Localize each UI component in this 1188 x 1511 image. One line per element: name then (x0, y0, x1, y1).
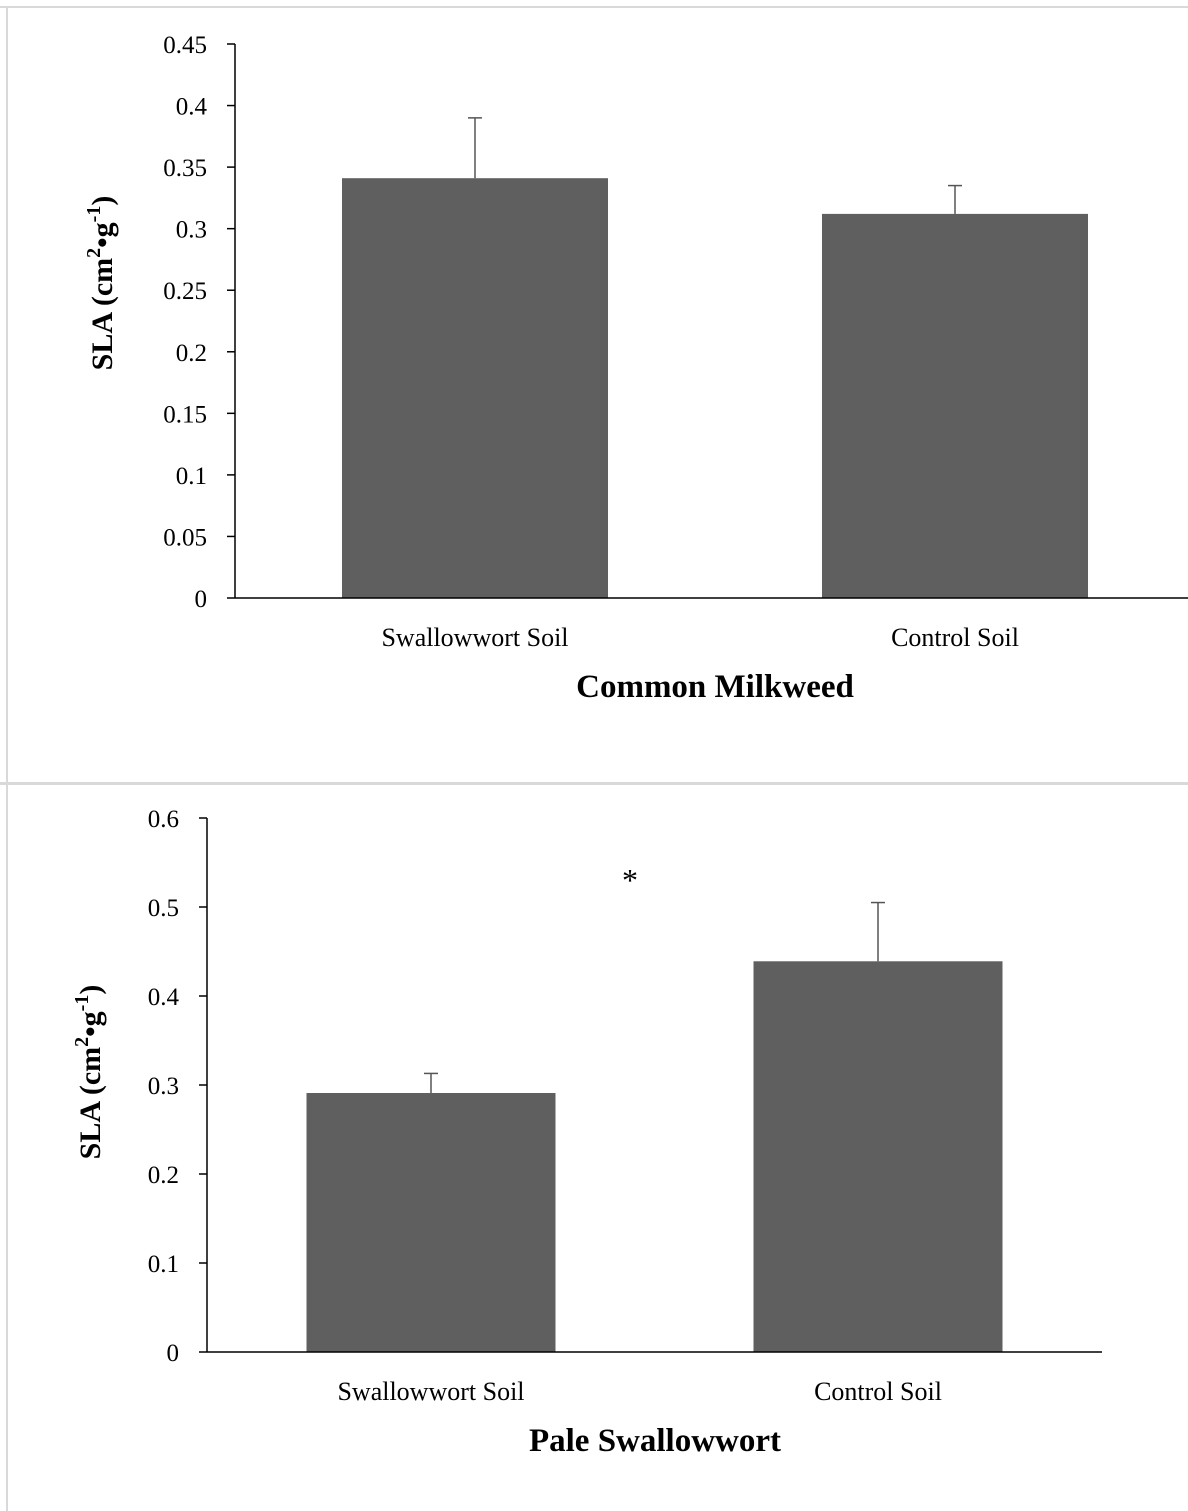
significance-asterisk: * (622, 862, 638, 898)
bar-2 (822, 213, 1088, 599)
y-tick-label: 0.15 (163, 401, 207, 428)
x-category-label: Control Soil (891, 623, 1019, 652)
x-axis-title: Common Milkweed (576, 669, 854, 705)
x-category-label: Swallowwort Soil (381, 623, 568, 652)
y-tick-label: 0.4 (176, 94, 208, 121)
y-tick-label: 0.5 (148, 895, 179, 922)
bar-1 (306, 1093, 556, 1352)
y-tick-label: 0.35 (163, 155, 207, 182)
y-tick-label: 0 (195, 586, 208, 613)
chart-panel-2: 0 0.1 0.2 0.3 0.4 0.5 0.6 Swallowwort Soil Contr… (71, 806, 1102, 1459)
y-tick-label: 0.45 (163, 32, 207, 59)
x-category-label: Swallowwort Soil (337, 1377, 524, 1406)
y-tick-label: 0.2 (148, 1162, 179, 1189)
y-axis-title: SLA (cm2•g-1) (83, 196, 119, 371)
y-tick-label: 0.05 (163, 524, 207, 551)
chart-panel-1: 0 0.05 0.1 0.15 0.2 0.25 0.3 0.35 0.4 0.45 Swallow… (83, 32, 1188, 705)
y-tick-label: 0.4 (148, 984, 180, 1011)
y-tick-label: 0.25 (163, 278, 207, 305)
y-axis-title: SLA (cm2•g-1) (71, 985, 107, 1160)
panel-left-border (6, 6, 8, 1511)
panel-top-border (0, 6, 1188, 8)
y-tick-label: 0 (167, 1340, 180, 1367)
y-tick-label: 0.6 (148, 806, 179, 833)
x-axis-title: Pale Swallowwort (529, 1423, 781, 1459)
y-tick-label: 0.3 (176, 217, 207, 244)
y-tick-label: 0.2 (176, 340, 207, 367)
panel-divider (0, 782, 1188, 785)
x-category-label: Control Soil (814, 1377, 942, 1406)
y-tick-label: 0.1 (176, 463, 207, 490)
y-tick-label: 0.3 (148, 1073, 179, 1100)
bar-1 (342, 178, 608, 599)
bar-2 (753, 961, 1003, 1352)
y-tick-label: 0.1 (148, 1251, 179, 1278)
